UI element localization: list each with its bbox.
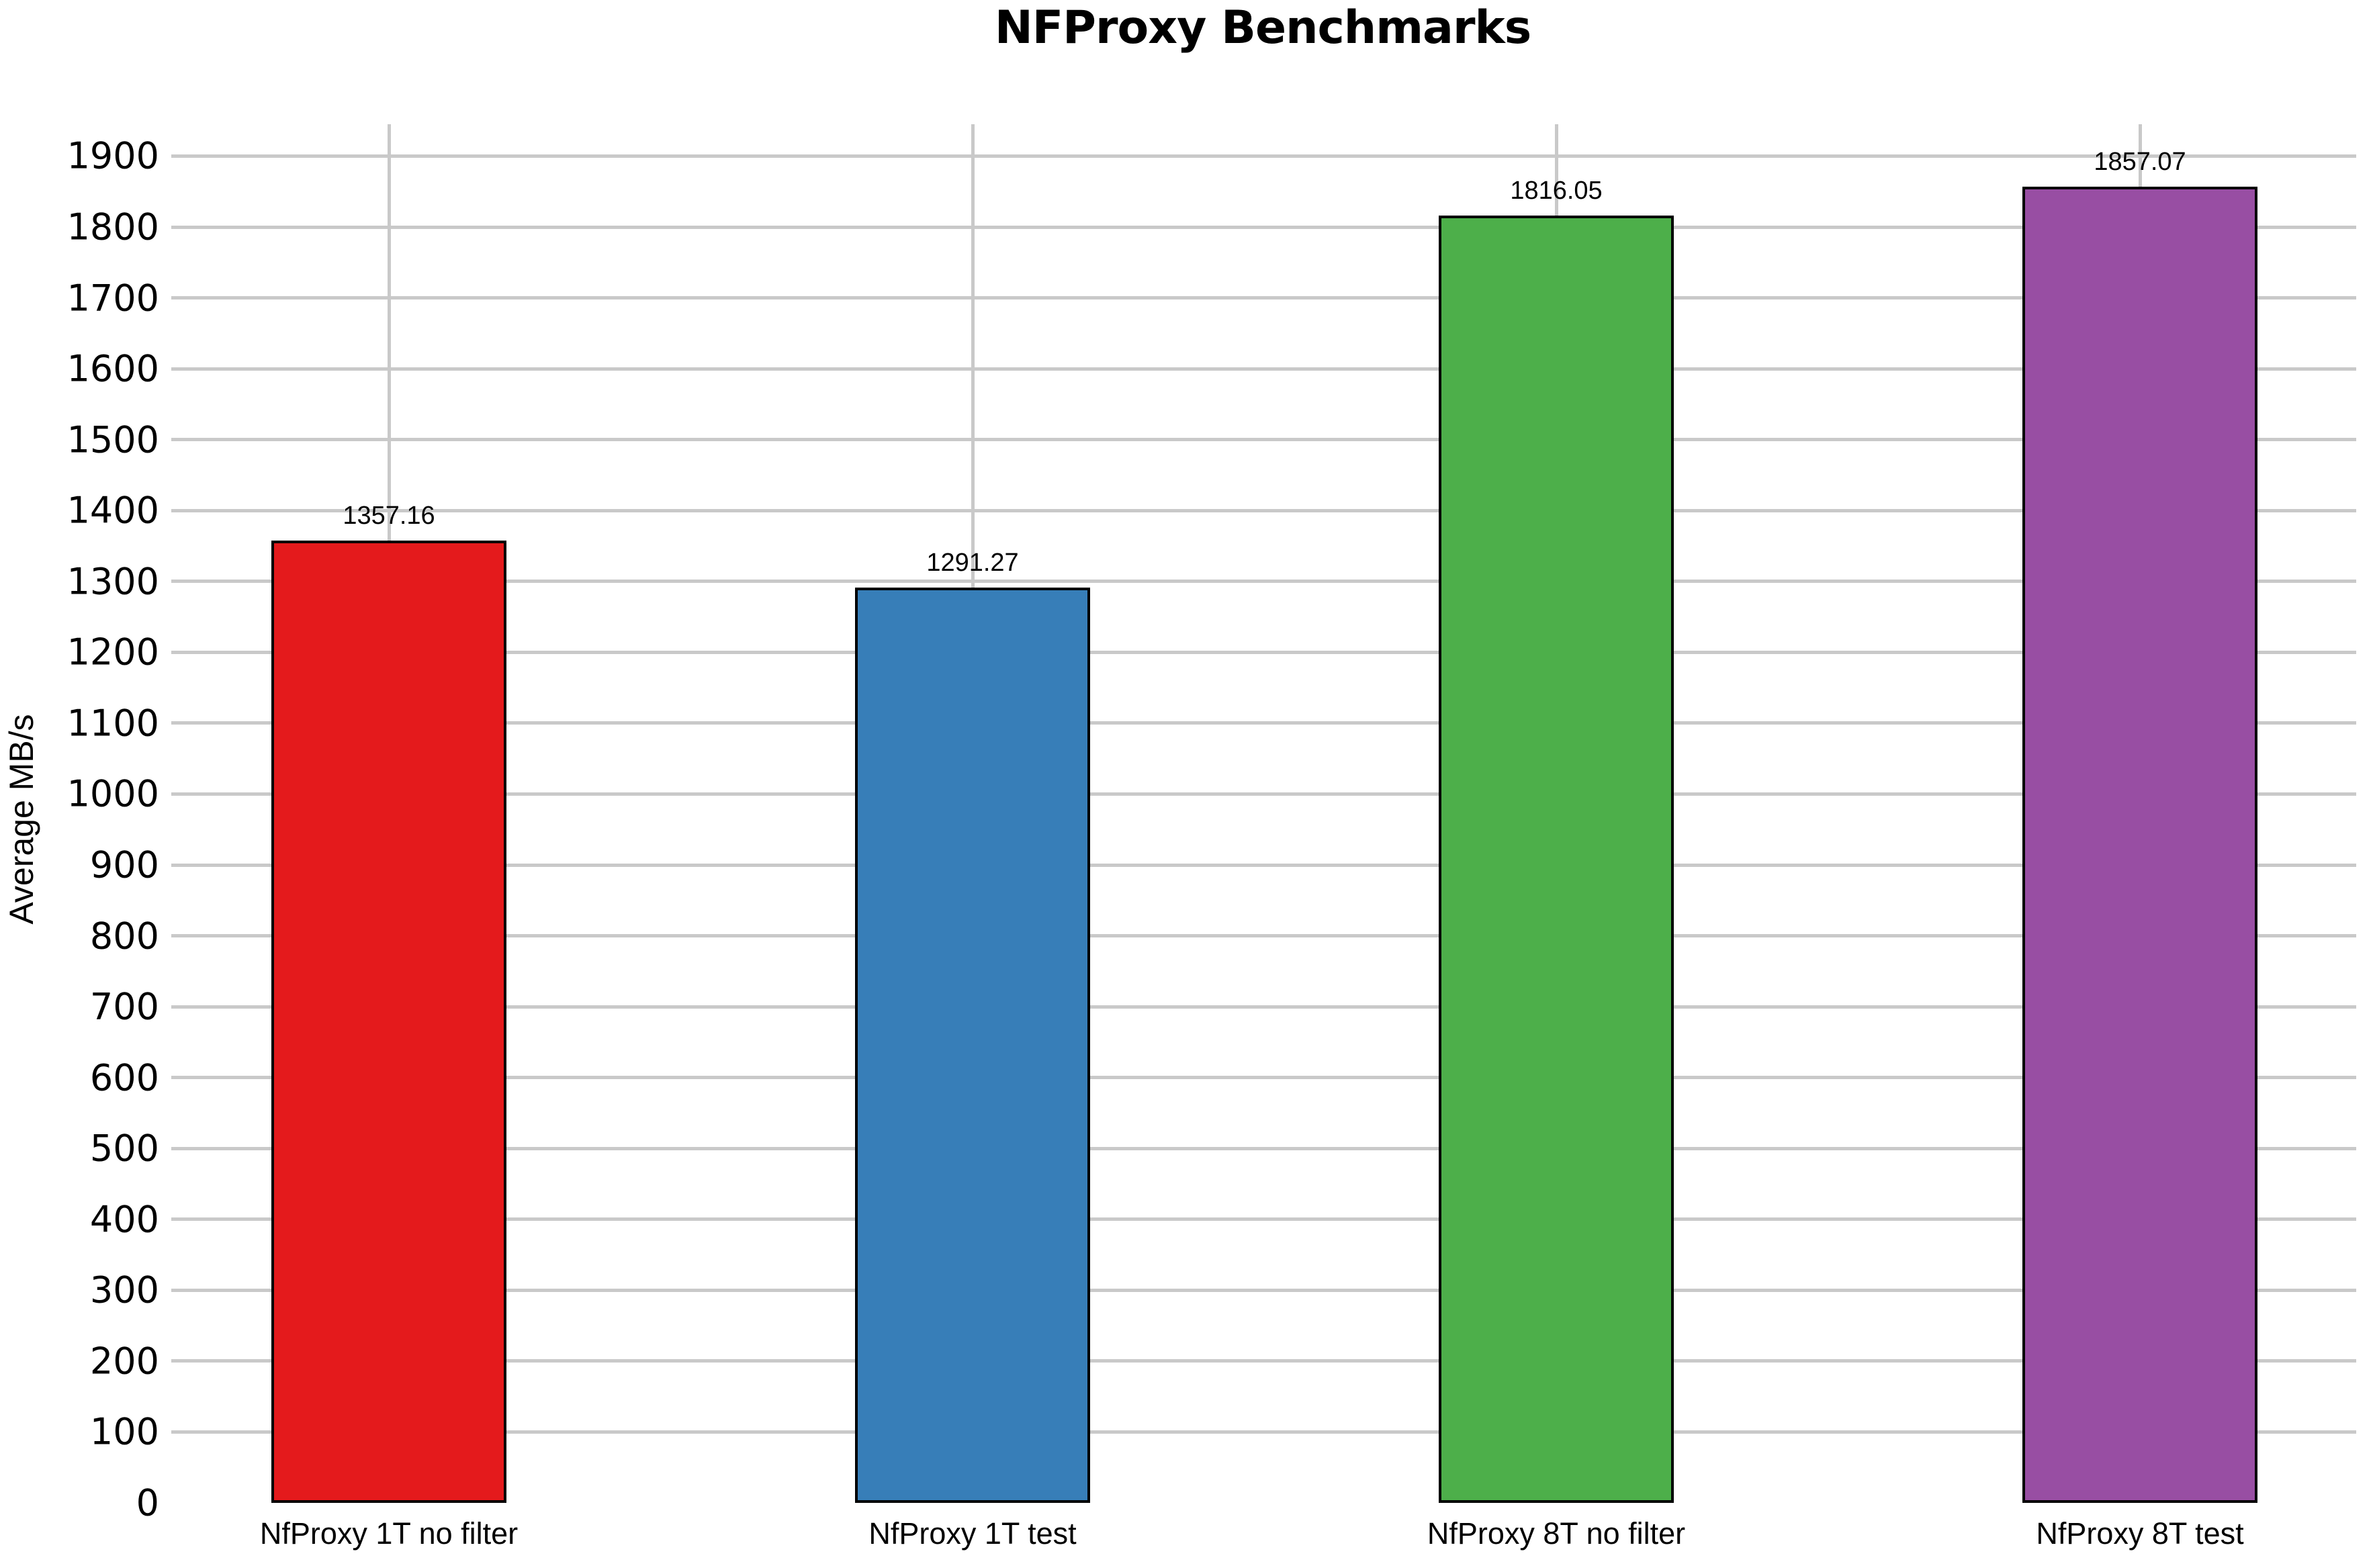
h-gridline [171,367,2356,371]
h-gridline [171,1146,2356,1150]
h-gridline [171,1359,2356,1363]
bar [855,588,1090,1503]
y-tick-label: 200 [89,1340,159,1383]
bar-value-label: 1857.07 [2094,147,2186,176]
chart-title: NFProxy Benchmarks [994,1,1531,54]
bar-value-label: 1357.16 [343,502,435,531]
y-axis-label: Average MB/s [3,714,40,925]
y-tick-label: 0 [136,1481,159,1524]
h-gridline [171,508,2356,512]
y-tick-label: 900 [89,843,159,886]
x-tick-label: NfProxy 1T no filter [259,1516,519,1551]
h-gridline [171,650,2356,654]
h-gridline [171,1076,2356,1080]
y-tick-label: 1800 [66,205,159,248]
h-gridline [171,438,2356,442]
h-gridline [171,1288,2356,1292]
y-tick-label: 1100 [66,702,159,745]
y-tick-label: 1000 [66,772,159,815]
y-tick-label: 1400 [66,489,159,532]
h-gridline [171,580,2356,584]
y-tick-label: 700 [89,985,159,1028]
h-gridline [171,792,2356,796]
y-tick-label: 1900 [66,134,159,177]
y-tick-label: 300 [89,1269,159,1311]
bar [2022,186,2257,1503]
bar [271,541,506,1503]
h-gridline [171,863,2356,867]
y-tick-label: 500 [89,1127,159,1170]
h-gridline [171,1217,2356,1221]
bar-value-label: 1816.05 [1510,177,1603,205]
h-gridline [171,154,2356,158]
y-tick-label: 1500 [66,418,159,461]
bar-value-label: 1291.27 [926,549,1019,578]
x-tick-label: NfProxy 1T test [868,1516,1077,1551]
y-tick-label: 400 [89,1198,159,1241]
h-gridline [171,721,2356,725]
y-tick-label: 1200 [66,631,159,674]
x-tick-label: NfProxy 8T test [2036,1516,2244,1551]
y-tick-label: 1600 [66,347,159,390]
y-tick-label: 800 [89,915,159,958]
bar [1439,216,1674,1503]
y-tick-label: 600 [89,1056,159,1099]
h-gridline [171,296,2356,300]
x-tick-label: NfProxy 8T no filter [1427,1516,1686,1551]
h-gridline [171,1005,2356,1009]
h-gridline [171,225,2356,229]
y-tick-label: 1300 [66,560,159,603]
h-gridline [171,934,2356,938]
y-tick-label: 1700 [66,277,159,320]
y-tick-label: 100 [89,1410,159,1453]
h-gridline [171,1430,2356,1434]
